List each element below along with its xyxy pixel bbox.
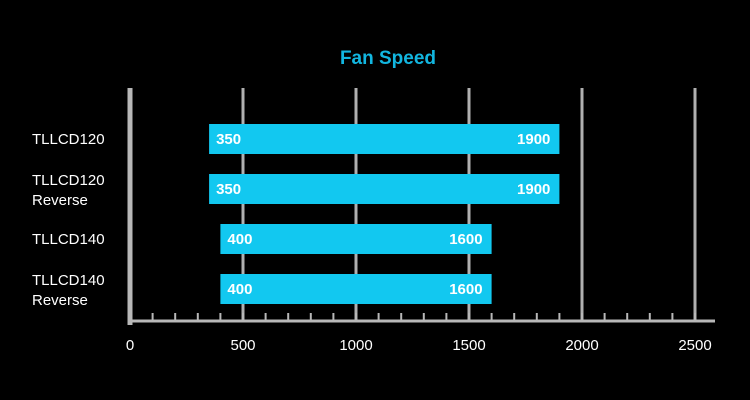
chart-title: Fan Speed bbox=[340, 48, 436, 69]
category-label-line: TLLCD120 bbox=[32, 172, 105, 189]
bar-4 bbox=[220, 274, 492, 304]
bars bbox=[209, 124, 560, 304]
bar-max-label-1: 1900 bbox=[517, 131, 550, 148]
bar-1 bbox=[209, 124, 560, 154]
bar-2 bbox=[209, 174, 560, 204]
category-label-line: TLLCD120 bbox=[32, 131, 105, 148]
bar-min-label-2: 350 bbox=[216, 181, 241, 198]
x-tick-label-1500: 1500 bbox=[452, 337, 485, 354]
x-tick-label-500: 500 bbox=[230, 337, 255, 354]
category-label-2: TLLCD120 Reverse bbox=[32, 172, 105, 209]
x-tick-label-0: 0 bbox=[126, 337, 134, 354]
x-tick-label-2000: 2000 bbox=[565, 337, 598, 354]
bar-min-label-1: 350 bbox=[216, 131, 241, 148]
bar-max-label-2: 1900 bbox=[517, 181, 550, 198]
axes bbox=[127, 88, 715, 325]
category-label-line: Reverse bbox=[32, 192, 88, 209]
x-tick-label-2500: 2500 bbox=[678, 337, 711, 354]
bar-max-label-4: 1600 bbox=[449, 281, 482, 298]
category-label-line: TLLCD140 bbox=[32, 231, 105, 248]
bar-3 bbox=[220, 224, 492, 254]
category-label-3: TLLCD140 bbox=[32, 231, 105, 248]
category-label-4: TLLCD140 Reverse bbox=[32, 272, 105, 309]
bar-max-label-3: 1600 bbox=[449, 231, 482, 248]
bar-min-label-4: 400 bbox=[227, 281, 252, 298]
category-label-line: Reverse bbox=[32, 292, 88, 309]
category-label-1: TLLCD120 bbox=[32, 131, 105, 148]
x-tick-label-1000: 1000 bbox=[339, 337, 372, 354]
bar-min-label-3: 400 bbox=[227, 231, 252, 248]
category-label-line: TLLCD140 bbox=[32, 272, 105, 289]
